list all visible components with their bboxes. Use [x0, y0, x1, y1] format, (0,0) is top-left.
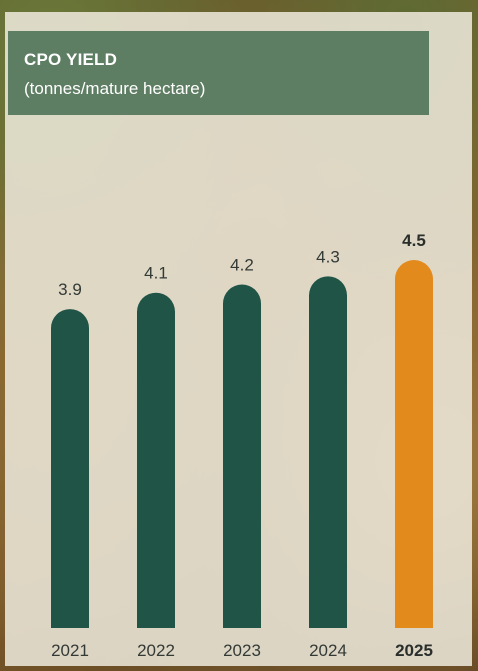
category-label-2024: 2024: [309, 641, 347, 660]
category-label-2021: 2021: [51, 641, 89, 660]
chart-title: CPO YIELD: [24, 50, 118, 69]
bar-2021: [51, 309, 89, 628]
value-label-2021: 3.9: [58, 280, 82, 299]
value-label-2023: 4.2: [230, 256, 254, 275]
bar-2024: [309, 276, 347, 628]
category-label-2025: 2025: [395, 641, 433, 660]
bar-2023: [223, 284, 261, 628]
value-label-2022: 4.1: [144, 264, 168, 283]
chart-subtitle: (tonnes/mature hectare): [24, 79, 206, 98]
category-label-2023: 2023: [223, 641, 261, 660]
value-label-2024: 4.3: [316, 247, 340, 266]
bar-2025: [395, 260, 433, 628]
bar-2022: [137, 292, 175, 628]
category-label-2022: 2022: [137, 641, 175, 660]
value-label-2025: 4.5: [402, 231, 426, 250]
title-banner: [8, 31, 429, 115]
